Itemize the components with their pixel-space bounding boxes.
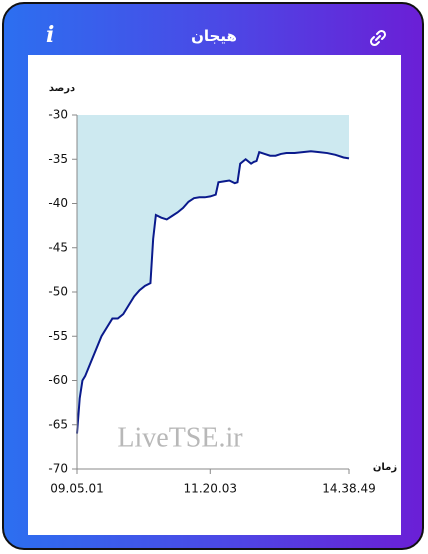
x-tick-label: 14.38.49: [322, 482, 375, 496]
y-tick-label: -40: [48, 196, 68, 210]
watermark: LiveTSE.ir: [117, 422, 243, 453]
widget-title: هیجان: [191, 27, 237, 45]
line: [76, 150, 350, 434]
y-tick-label: -30: [48, 108, 68, 122]
area: [77, 115, 349, 434]
y-tick-label: -55: [48, 329, 68, 343]
y-tick-label: -60: [48, 373, 68, 387]
y-tick-label: -45: [48, 240, 68, 254]
info-button[interactable]: i: [46, 22, 55, 48]
x-tick-label: 09.05.01: [50, 482, 103, 496]
y-tick-label: -50: [48, 285, 68, 299]
y-tick-label: -35: [48, 152, 68, 166]
y-tick-label: -70: [48, 462, 68, 476]
x-tick-label: 11.20.03: [184, 482, 237, 496]
link-button[interactable]: [368, 28, 388, 48]
x-axis-label: زمان: [373, 462, 397, 473]
y-axis-label: درصد: [49, 83, 75, 94]
y-tick-label: -65: [48, 417, 68, 431]
